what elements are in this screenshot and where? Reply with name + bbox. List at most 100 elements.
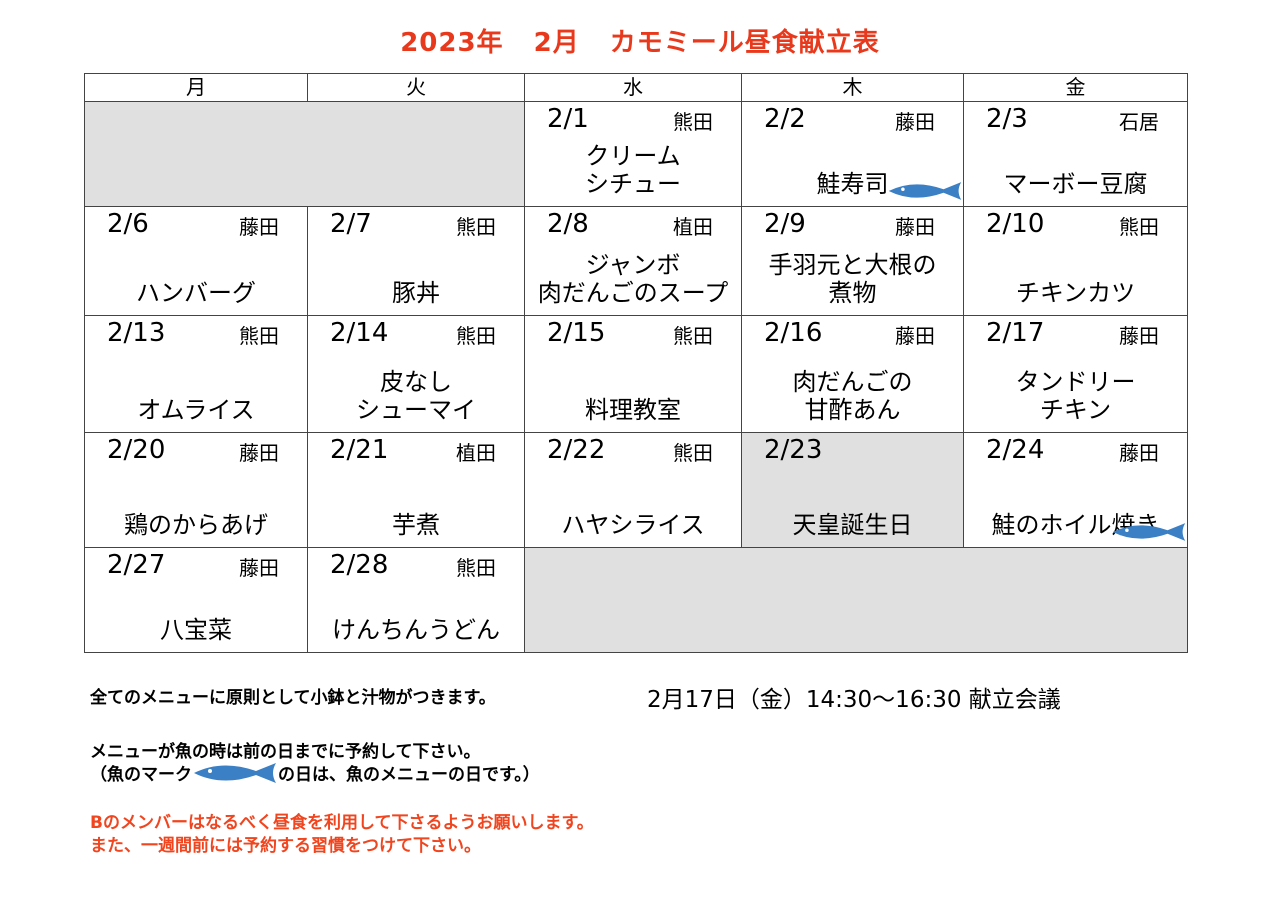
- day-cell: 2/23 天皇誕生日: [741, 432, 964, 548]
- menu-calendar: 月火水木金 2/1 熊田 クリーム シチュー 2/2 藤田 鮭寿司 2/3 石居 マーボー豆腐 2…: [84, 73, 1188, 653]
- week-row: 2/6 藤田ハンバーグ 2/7 熊田豚丼 2/8 植田ジャンボ 肉だんごのスープ 2/9 藤田…: [84, 206, 1188, 316]
- day-menu: クリーム シチュー: [585, 142, 681, 198]
- day-menu: オムライス: [137, 396, 255, 424]
- day-date: 2/23: [764, 435, 823, 465]
- day-staff: 熊田: [239, 324, 279, 348]
- day-staff: 藤田: [239, 441, 279, 465]
- day-menu: 芋煮: [392, 511, 440, 539]
- day-cell: 2/15 熊田料理教室: [524, 315, 742, 433]
- day-date: 2/9: [764, 209, 806, 239]
- day-date: 2/8: [547, 209, 589, 239]
- day-cell: 2/8 植田ジャンボ 肉だんごのスープ: [524, 206, 742, 316]
- day-menu: 手羽元と大根の 煮物: [768, 251, 937, 307]
- day-menu: 天皇誕生日: [792, 511, 913, 539]
- day-cell: 2/6 藤田ハンバーグ: [84, 206, 308, 316]
- day-staff: 藤田: [895, 215, 935, 239]
- title-name: カモミール昼食献立表: [609, 28, 880, 58]
- day-cell: 2/27 藤田八宝菜: [84, 547, 308, 653]
- day-cell: 2/16 藤田 肉だんごの 甘酢あん: [741, 315, 964, 433]
- day-cell: 2/14 熊田皮なし シューマイ: [307, 315, 525, 433]
- day-cell: 2/21 植田芋煮: [307, 432, 525, 548]
- day-menu: 豚丼: [392, 279, 440, 307]
- day-menu: けんちんうどん: [332, 616, 500, 644]
- day-date: 2/10: [986, 209, 1045, 239]
- day-date: 2/6: [107, 209, 149, 239]
- day-staff: 熊田: [456, 556, 496, 580]
- note-side-dishes: 全てのメニューに原則として小鉢と汁物がつきます。: [90, 688, 496, 708]
- title-month: 2月: [533, 28, 580, 58]
- day-staff: 藤田: [895, 110, 935, 134]
- day-date: 2/21: [330, 435, 389, 465]
- day-date: 2/7: [330, 209, 372, 239]
- day-date: 2/28: [330, 550, 389, 580]
- weekday-header: 火: [307, 73, 525, 102]
- day-date: 2/2: [764, 104, 806, 134]
- day-staff: 熊田: [456, 215, 496, 239]
- day-staff: 石居: [1119, 110, 1159, 134]
- note-fish-mark-b: の日は、魚のメニューの日です。）: [278, 765, 540, 785]
- day-staff: 熊田: [456, 324, 496, 348]
- day-date: 2/16: [764, 318, 823, 348]
- day-date: 2/24: [986, 435, 1045, 465]
- day-menu: ハヤシライス: [561, 511, 705, 539]
- weekday-header: 水: [524, 73, 742, 102]
- day-menu: ジャンボ 肉だんごのスープ: [537, 251, 729, 307]
- week-row: 2/27 藤田八宝菜 2/28 熊田けんちんうどん: [84, 547, 1188, 653]
- day-menu: ハンバーグ: [136, 279, 256, 307]
- day-date: 2/17: [986, 318, 1045, 348]
- day-date: 2/22: [547, 435, 606, 465]
- day-cell: 2/10 熊田チキンカツ: [963, 206, 1188, 316]
- empty-cell: [84, 101, 525, 207]
- day-staff: 植田: [456, 441, 496, 465]
- day-cell: 2/7 熊田豚丼: [307, 206, 525, 316]
- day-menu: 料理教室: [585, 396, 681, 424]
- day-menu: 鶏のからあげ: [124, 511, 268, 539]
- note-fish-mark: （魚のマーク の日は、魚のメニューの日です。）: [90, 760, 540, 785]
- week-row: 2/20 藤田鶏のからあげ 2/21 植田芋煮 2/22 熊田ハヤシライス 2/23 天皇誕生…: [84, 432, 1188, 548]
- day-date: 2/3: [986, 104, 1028, 134]
- day-staff: 藤田: [1119, 324, 1159, 348]
- day-menu: 八宝菜: [160, 616, 232, 644]
- day-cell: 2/24 藤田 鮭のホイル焼き: [963, 432, 1188, 548]
- day-staff: 熊田: [1119, 215, 1159, 239]
- page-title: 2023年 2月 カモミール昼食献立表: [0, 22, 1280, 59]
- day-date: 2/27: [107, 550, 166, 580]
- day-date: 2/14: [330, 318, 389, 348]
- title-year: 2023年: [400, 28, 504, 58]
- day-cell: 2/28 熊田けんちんうどん: [307, 547, 525, 653]
- day-cell: 2/9 藤田手羽元と大根の 煮物: [741, 206, 964, 316]
- note-fish-reservation: メニューが魚の時は前の日までに予約して下さい。: [90, 742, 481, 762]
- day-cell: 2/2 藤田鮭寿司: [741, 101, 964, 207]
- weekday-header: 月: [84, 73, 308, 102]
- day-cell: 2/13 熊田オムライス: [84, 315, 308, 433]
- day-date: 2/1: [547, 104, 589, 134]
- day-menu: 皮なし シューマイ: [356, 368, 476, 424]
- note-fish-mark-a: （魚のマーク: [90, 765, 192, 785]
- day-staff: 熊田: [673, 324, 713, 348]
- day-menu: 鮭寿司: [816, 170, 889, 198]
- weekday-header: 木: [741, 73, 964, 102]
- day-staff: 藤田: [239, 556, 279, 580]
- day-menu: チキンカツ: [1015, 279, 1136, 307]
- empty-cell: [524, 547, 1188, 653]
- fish-icon: [887, 180, 963, 206]
- day-date: 2/20: [107, 435, 166, 465]
- day-staff: 熊田: [673, 110, 713, 134]
- day-menu: マーボー豆腐: [1003, 170, 1148, 198]
- day-staff: 熊田: [673, 441, 713, 465]
- day-cell: 2/20 藤田鶏のからあげ: [84, 432, 308, 548]
- note-lunch-request: Bのメンバーはなるべく昼食を利用して下さるようお願いします。: [90, 813, 594, 833]
- day-menu: タンドリー チキン: [1015, 368, 1136, 424]
- day-cell: 2/1 熊田クリーム シチュー: [524, 101, 742, 207]
- day-date: 2/15: [547, 318, 606, 348]
- week-row: 2/13 熊田オムライス 2/14 熊田皮なし シューマイ 2/15 熊田料理教室 2/16…: [84, 315, 1188, 433]
- day-cell: 2/3 石居マーボー豆腐: [963, 101, 1188, 207]
- day-date: 2/13: [107, 318, 166, 348]
- day-cell: 2/22 熊田ハヤシライス: [524, 432, 742, 548]
- note-reservation-habit: また、一週間前には予約する習慣をつけて下さい。: [90, 836, 481, 856]
- week-row: 2/1 熊田クリーム シチュー 2/2 藤田鮭寿司 2/3 石居マーボー豆腐: [84, 101, 1188, 207]
- day-cell: 2/17 藤田タンドリー チキン: [963, 315, 1188, 433]
- day-staff: 植田: [673, 215, 713, 239]
- day-staff: 藤田: [239, 215, 279, 239]
